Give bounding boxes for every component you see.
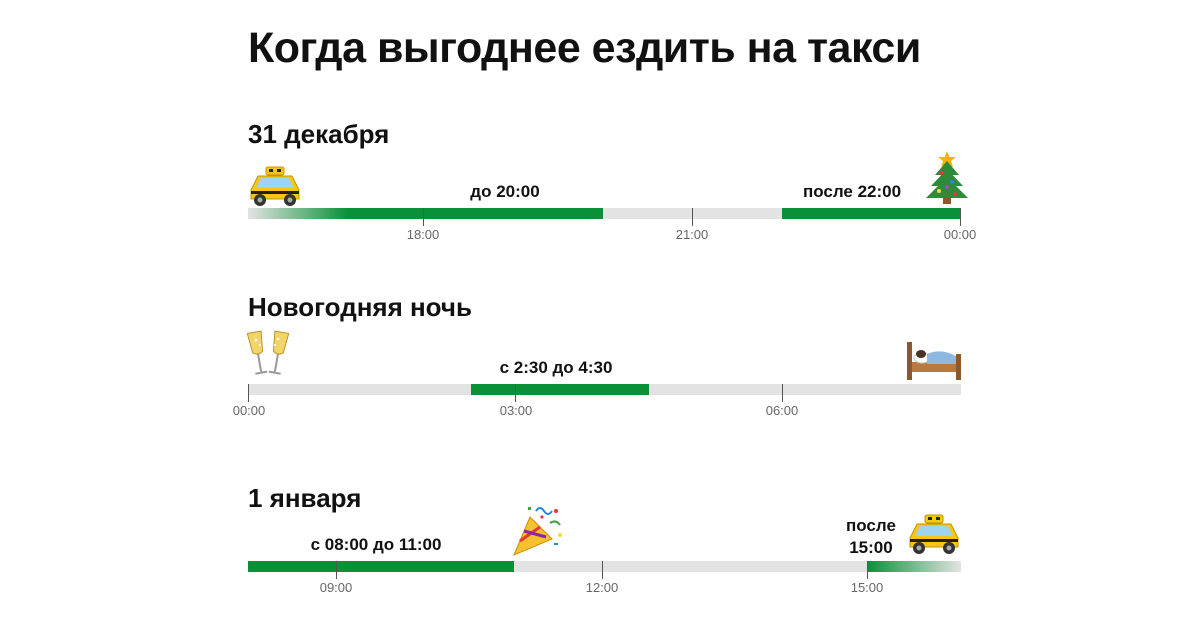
taxi-icon bbox=[909, 514, 959, 554]
tick-label: 06:00 bbox=[765, 403, 799, 418]
taxi-icon bbox=[250, 166, 300, 206]
tick-label: 03:00 bbox=[499, 403, 533, 418]
section-title: 1 января bbox=[248, 483, 362, 513]
segment-label-line: после bbox=[846, 516, 896, 535]
tick-label: 15:00 bbox=[850, 580, 884, 595]
tick-label: 00:00 bbox=[943, 227, 977, 242]
timeline-tick bbox=[515, 384, 516, 402]
segment-label-after-15: после 15:00 bbox=[846, 515, 896, 559]
segment-label: до 20:00 bbox=[470, 182, 540, 201]
section-title: 31 декабря bbox=[248, 119, 390, 149]
timeline-track bbox=[248, 208, 961, 226]
timeline-tick bbox=[867, 561, 868, 579]
tick-label: 00:00 bbox=[232, 403, 266, 418]
tick-label: 12:00 bbox=[585, 580, 619, 595]
timeline-segment-before-20 bbox=[348, 208, 603, 219]
segment-label: с 08:00 до 11:00 bbox=[310, 535, 442, 554]
timeline-segment-08-11 bbox=[248, 561, 514, 572]
timeline-track bbox=[248, 561, 961, 579]
segment-label: с 2:30 до 4:30 bbox=[499, 358, 613, 377]
segment-label-line: 15:00 bbox=[849, 538, 893, 557]
timeline-tick bbox=[248, 384, 249, 402]
timeline-segment-fade bbox=[248, 208, 348, 219]
timeline-tick bbox=[782, 384, 783, 402]
timeline-tick bbox=[692, 208, 693, 226]
champagne-glasses-icon bbox=[246, 330, 290, 375]
tick-label: 09:00 bbox=[319, 580, 353, 595]
timeline-segment-after-15 bbox=[867, 561, 961, 572]
party-popper-icon bbox=[513, 507, 562, 556]
bed-icon bbox=[907, 342, 961, 380]
timeline-tick bbox=[960, 208, 961, 226]
timeline-segment-230-430 bbox=[471, 384, 649, 395]
section-title: Новогодняя ночь bbox=[248, 292, 472, 322]
timeline-tick bbox=[336, 561, 337, 579]
page-title: Когда выгоднее ездить на такси bbox=[248, 24, 921, 72]
segment-label: после 22:00 bbox=[802, 182, 902, 201]
tick-label: 18:00 bbox=[406, 227, 440, 242]
timeline-tick bbox=[423, 208, 424, 226]
christmas-tree-icon bbox=[926, 151, 968, 204]
timeline-segment-after-22 bbox=[782, 208, 961, 219]
timeline-track bbox=[248, 384, 961, 402]
tick-label: 21:00 bbox=[675, 227, 709, 242]
timeline-tick bbox=[602, 561, 603, 579]
